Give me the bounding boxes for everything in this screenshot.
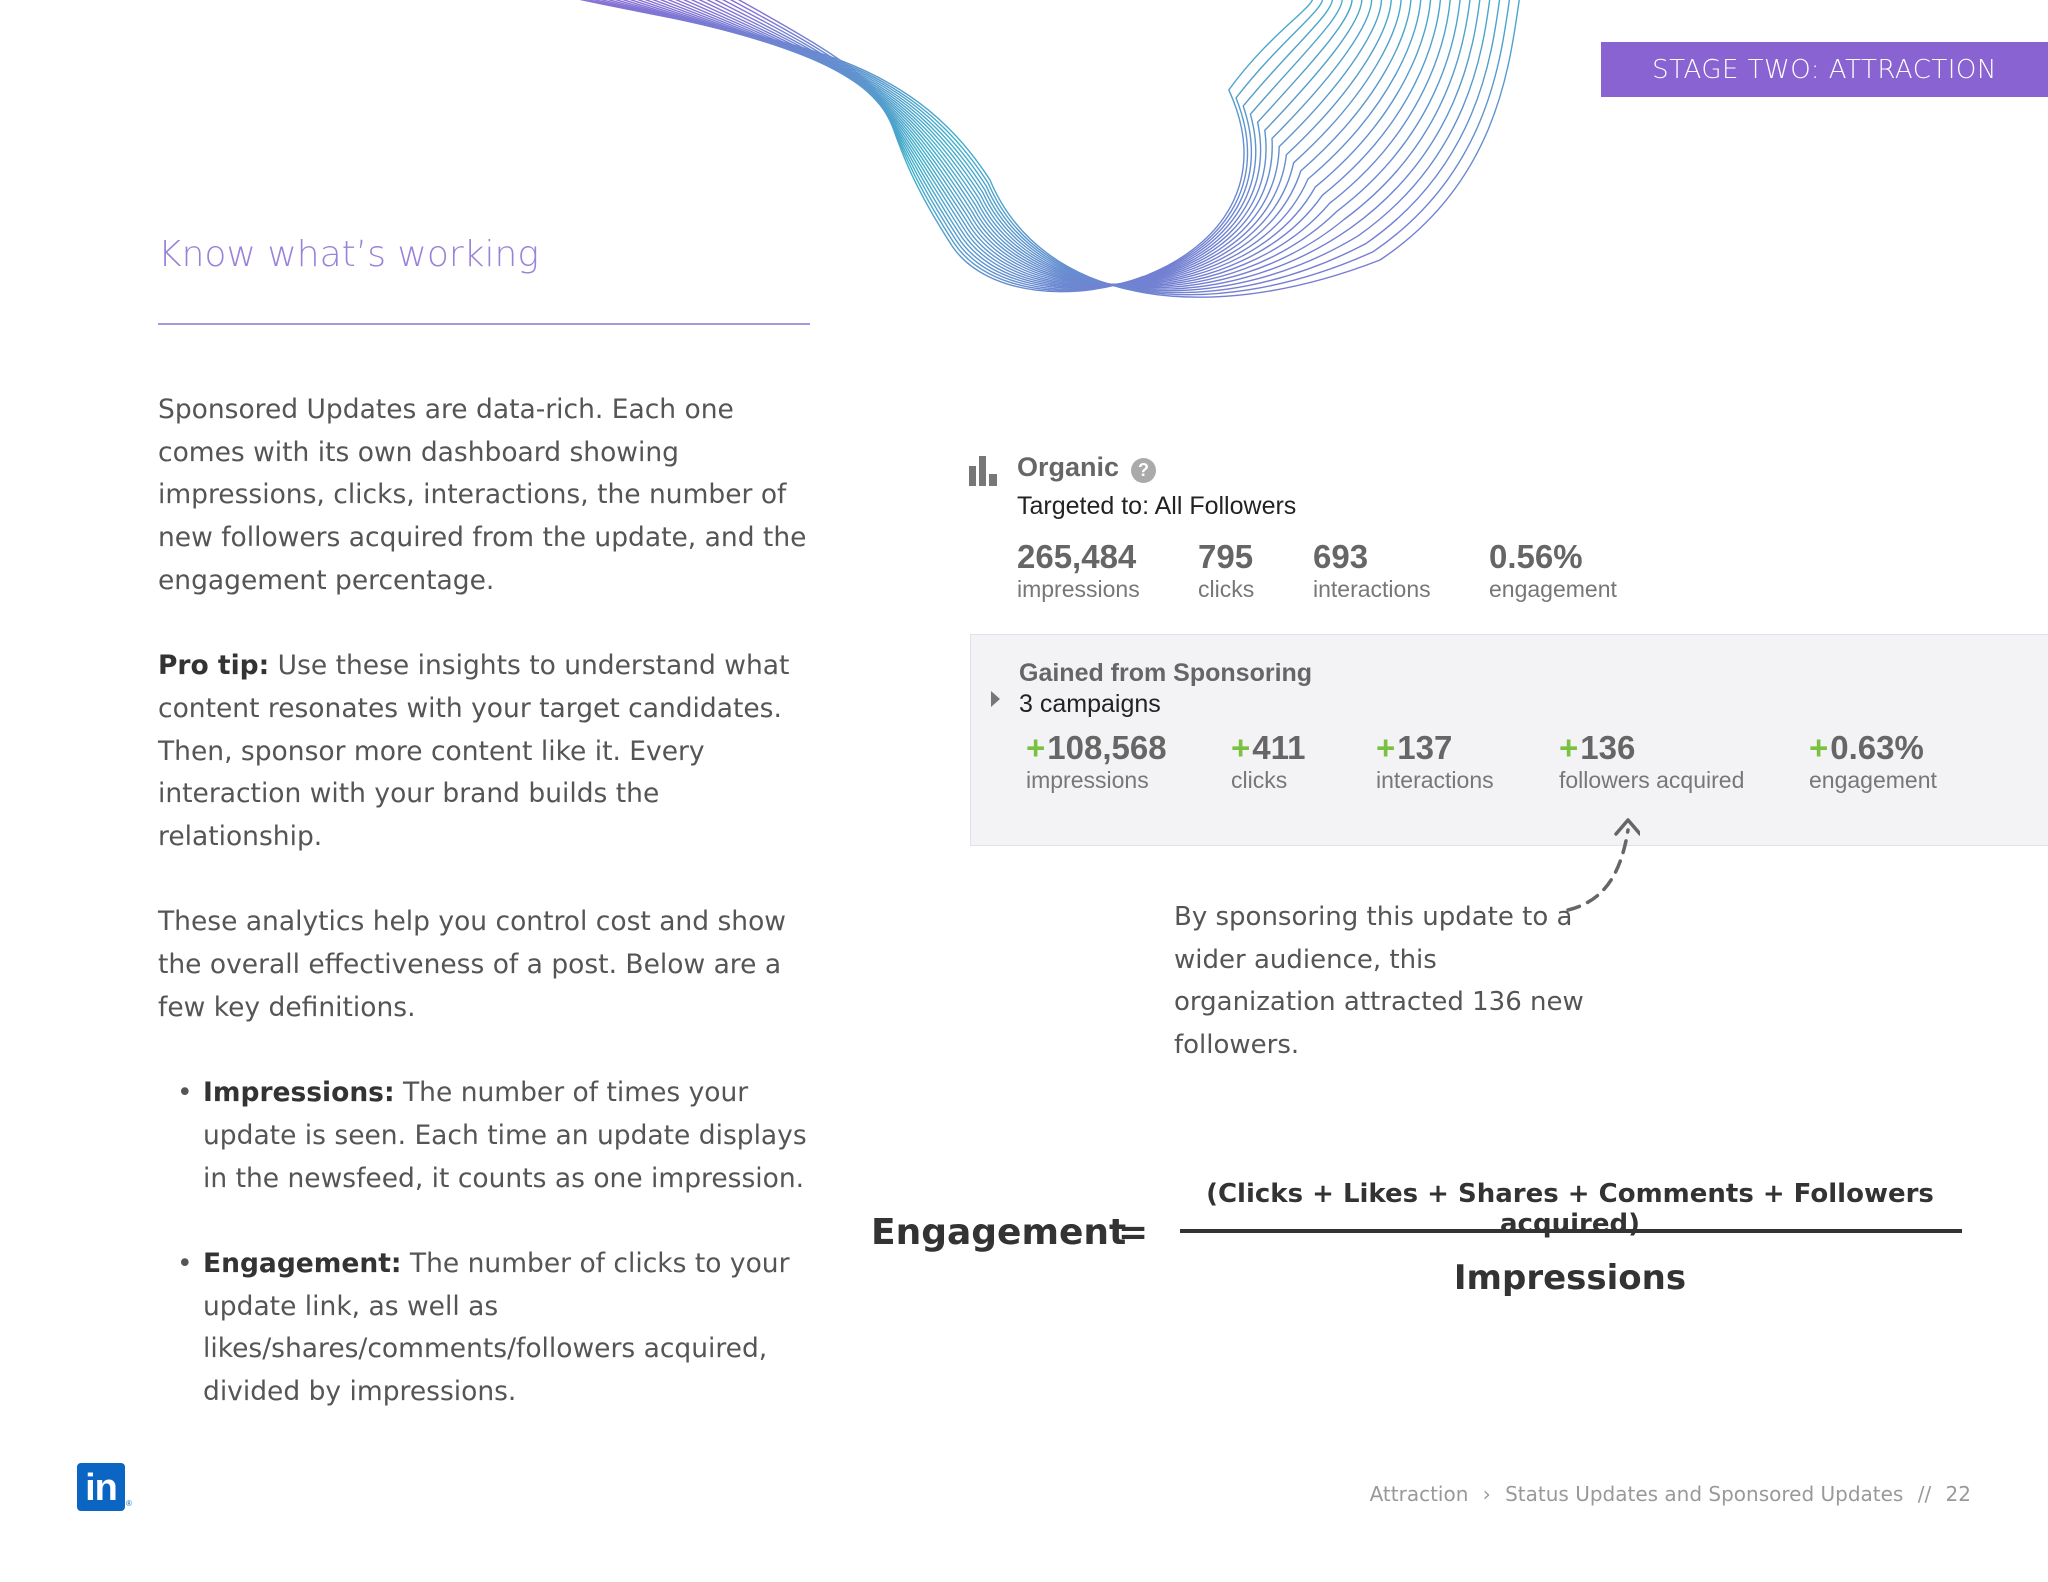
stat-number: 0.63% — [1830, 729, 1924, 766]
definitions-list: Impressions: The number of times your up… — [158, 1072, 818, 1414]
sponsoring-title: Gained from Sponsoring — [1019, 659, 1313, 687]
footer-topic: Status Updates and Sponsored Updates — [1505, 1482, 1904, 1506]
stat-value: +0.63% — [1809, 729, 1937, 767]
stat-value: 0.56% — [1489, 538, 1583, 575]
sponsored-stat-impressions: +108,568 impressions — [1026, 729, 1167, 793]
formula-lhs: Engagement — [871, 1212, 1127, 1253]
wave-line — [644, 0, 1432, 286]
definition-term: Engagement: — [203, 1248, 402, 1279]
plus-sign: + — [1376, 729, 1396, 766]
pro-tip-label: Pro tip: — [158, 650, 270, 682]
wave-line — [600, 0, 1491, 292]
sponsored-stats-panel[interactable]: Gained from Sponsoring 3 campaigns +108,… — [970, 634, 2048, 846]
stat-value: +136 — [1559, 729, 1744, 767]
footer-separator: › — [1482, 1482, 1491, 1506]
stat-label: followers acquired — [1559, 767, 1745, 793]
definition-item: Impressions: The number of times your up… — [158, 1072, 818, 1200]
sponsored-stat-followers: +136 followers acquired — [1559, 729, 1744, 793]
stat-value: 265,484 — [1017, 538, 1137, 575]
wave-line — [714, 0, 1343, 289]
stat-label: interactions — [1313, 576, 1431, 602]
pro-tip-text: Use these insights to understand what co… — [158, 650, 790, 853]
body-text-column: Sponsored Updates are data-rich. Each on… — [158, 389, 818, 1457]
wave-line — [706, 0, 1353, 288]
stat-label: clicks — [1198, 576, 1255, 602]
plus-sign: + — [1026, 729, 1046, 766]
wave-line — [586, 0, 1511, 296]
stat-number: 136 — [1580, 729, 1636, 766]
footer-page-number: 22 — [1945, 1482, 1971, 1506]
definition-term: Impressions: — [203, 1077, 395, 1109]
sponsoring-campaigns: 3 campaigns — [1019, 690, 1161, 718]
stage-tab: STAGE TWO: ATTRACTION — [1601, 42, 2048, 97]
plus-sign: + — [1809, 729, 1829, 766]
stat-number: 411 — [1252, 729, 1306, 766]
decorative-wave-lines — [579, 0, 1520, 298]
formula-fraction-bar — [1180, 1229, 1962, 1233]
sponsored-stat-interactions: +137 interactions — [1376, 729, 1494, 793]
wave-line — [721, 0, 1334, 290]
stat-value: 693 — [1313, 538, 1369, 575]
stat-value: +108,568 — [1026, 729, 1167, 767]
formula-denominator: Impressions — [1453, 1258, 1687, 1298]
definition-item: Engagement: The number of clicks to your… — [158, 1243, 818, 1414]
pro-tip-paragraph: Pro tip: Use these insights to understan… — [158, 645, 818, 859]
sponsored-stat-clicks: +411 clicks — [1231, 729, 1306, 793]
stat-label: engagement — [1809, 767, 1937, 793]
stat-label: interactions — [1376, 767, 1494, 793]
formula-numerator: (Clicks + Likes + Shares + Comments + Fo… — [1206, 1179, 1934, 1239]
bar-chart-icon — [969, 456, 997, 486]
organic-target: Targeted to: All Followers — [1017, 492, 1297, 520]
footer-slashes: // — [1917, 1482, 1932, 1506]
stat-number: 108,568 — [1047, 729, 1167, 766]
wave-line — [690, 0, 1373, 287]
intro-paragraph: Sponsored Updates are data-rich. Each on… — [158, 394, 807, 596]
section-heading: Know what’s working — [158, 234, 539, 275]
expand-caret-icon[interactable] — [991, 691, 1000, 707]
stat-value: +411 — [1231, 729, 1306, 767]
footer-breadcrumb: Attraction › Status Updates and Sponsore… — [1366, 1482, 1975, 1506]
stat-label: impressions — [1026, 767, 1149, 793]
help-icon[interactable]: ? — [1131, 458, 1156, 483]
wave-line — [737, 0, 1314, 293]
dashed-arrow-icon — [1566, 818, 1640, 912]
heading-divider — [158, 323, 810, 325]
wave-line — [607, 0, 1481, 290]
plus-sign: + — [1559, 729, 1579, 766]
linkedin-logo: in — [77, 1463, 125, 1511]
organic-stat-engagement: 0.56% engagement — [1489, 538, 1617, 602]
wave-line — [698, 0, 1363, 288]
stat-label: clicks — [1231, 767, 1288, 793]
stat-value: +137 — [1376, 729, 1494, 767]
organic-stat-clicks: 795 clicks — [1198, 538, 1254, 602]
organic-stat-interactions: 693 interactions — [1313, 538, 1431, 602]
stat-value: 795 — [1198, 538, 1254, 575]
wave-line — [729, 0, 1324, 292]
registered-mark: ® — [126, 1499, 132, 1508]
formula-equals: = — [1118, 1212, 1149, 1253]
plus-sign: + — [1231, 729, 1251, 766]
sponsored-stat-engagement: +0.63% engagement — [1809, 729, 1937, 793]
callout-text: By sponsoring this update to a wider aud… — [1174, 902, 1584, 1060]
stat-label: impressions — [1017, 576, 1140, 602]
stat-label: engagement — [1489, 576, 1617, 602]
organic-stat-impressions: 265,484 impressions — [1017, 538, 1140, 602]
definition-text: The number of clicks to your update link… — [203, 1248, 790, 1408]
stat-number: 137 — [1397, 729, 1453, 766]
definition-text: The number of times your update is seen.… — [203, 1077, 807, 1194]
footer-section: Attraction — [1369, 1482, 1469, 1506]
analytics-paragraph: These analytics help you control cost an… — [158, 906, 786, 1023]
organic-title: Organic — [1017, 452, 1120, 482]
